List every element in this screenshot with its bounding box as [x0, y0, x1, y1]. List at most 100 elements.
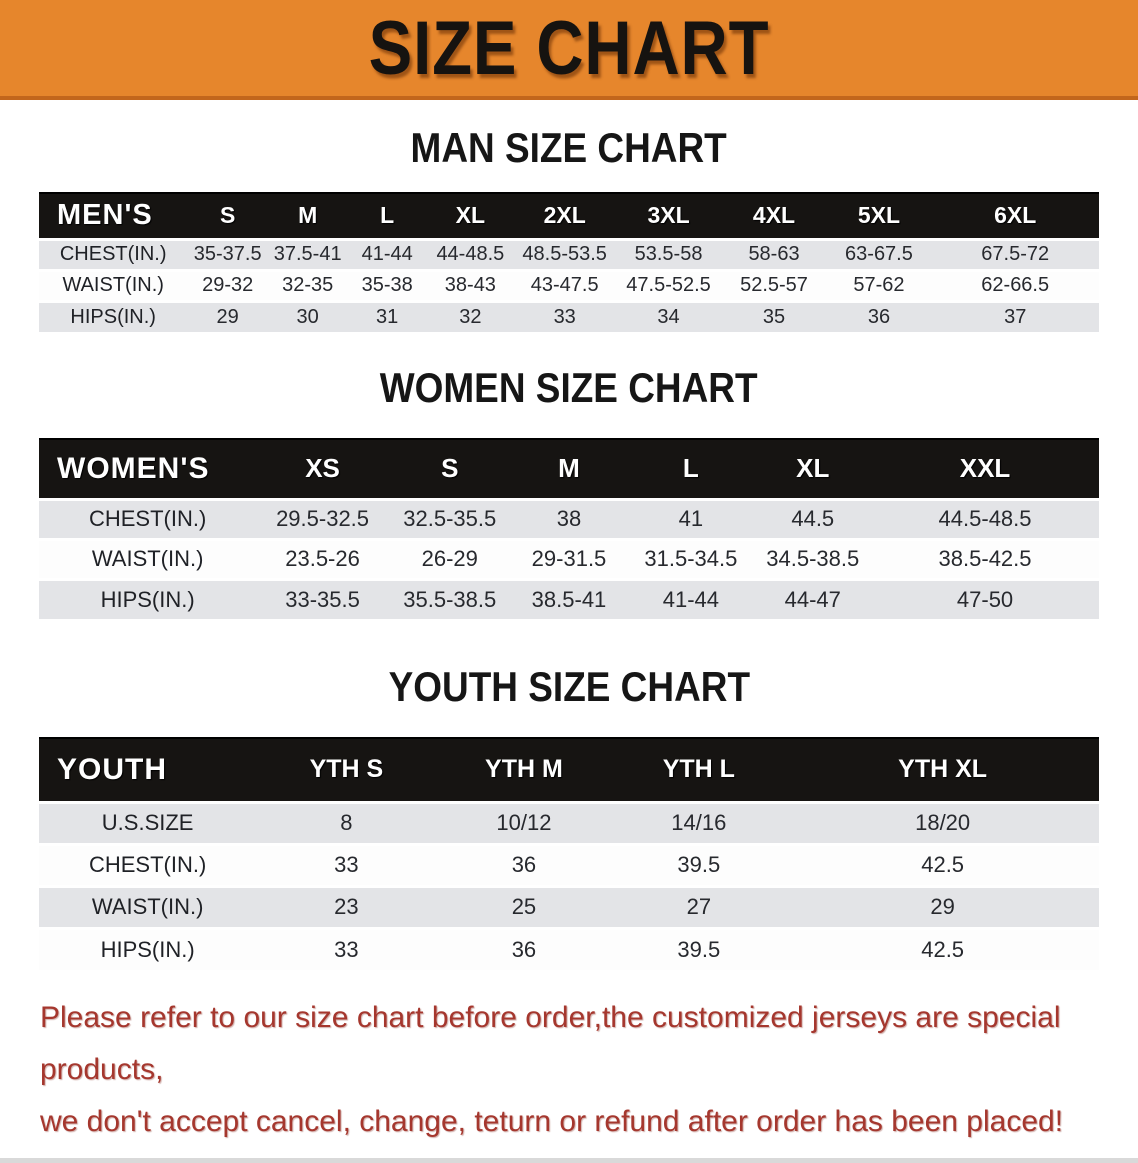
size-value-cell: 29 [930, 894, 955, 919]
size-column-header: XL [754, 438, 872, 501]
size-value-cell: 35.5-38.5 [403, 586, 497, 612]
row-label: WAIST(IN.) [91, 894, 204, 919]
size-value-cell: 35 [762, 305, 786, 328]
size-value-cell: 37 [1004, 305, 1027, 328]
size-value-cell: 53.5-58 [634, 243, 703, 265]
order-policy-note: Please refer to our size chart before or… [0, 992, 1138, 1148]
table-row: CHEST(IN.) 29.5-32.5 32.5-35.5 38 41 44.5 44.5… [39, 499, 1099, 539]
size-value-cell: 25 [511, 894, 537, 919]
size-value-cell: 32 [459, 305, 482, 328]
man-heading-text: MAN SIZE CHART [410, 124, 728, 171]
row-label: HIPS(IN.) [100, 936, 195, 962]
men-size-table: MEN'S S M L XL 2XL 3XL 4XL 5XL 6XL CHEST(IN.) 35-37… [39, 192, 1099, 332]
size-value-cell: 35-38 [361, 274, 413, 296]
size-column-header: M [267, 192, 348, 241]
size-value-cell: 32-35 [282, 274, 334, 296]
table-header-row: WOMEN'S XS S M L XL XXL [39, 438, 1099, 501]
size-value-cell: 47.5-52.5 [626, 274, 711, 296]
man-section-heading: MAN SIZE CHART [0, 124, 1138, 172]
size-column-header: S [388, 438, 511, 501]
women-section-heading: WOMEN SIZE CHART [0, 364, 1138, 412]
size-value-cell: 36 [511, 852, 537, 877]
youth-size-table-wrap: YOUTH YTH S YTH M YTH L YTH XL U.S.SIZE 8 10/12… [39, 737, 1099, 970]
size-value-cell: 44-47 [784, 586, 841, 612]
size-column-header: YTH XL [786, 737, 1099, 804]
size-value-cell: 67.5-72 [981, 243, 1050, 265]
size-value-cell: 31.5-34.5 [644, 546, 738, 571]
row-label: HIPS(IN.) [100, 586, 195, 612]
size-column-header: YTH L [611, 737, 787, 804]
size-column-header: XXL [871, 438, 1099, 501]
size-value-cell: 44-48.5 [436, 243, 505, 265]
size-value-cell: 63-67.5 [845, 243, 913, 265]
size-value-cell: 34 [657, 305, 680, 328]
youth-section-heading: YOUTH SIZE CHART [0, 663, 1138, 711]
table-row: WAIST(IN.) 23.5-26 26-29 29-31.5 31.5-34.5 34… [39, 539, 1099, 579]
table-header-row: YOUTH YTH S YTH M YTH L YTH XL [39, 737, 1099, 804]
size-column-header: YTH S [256, 737, 437, 804]
table-corner-label: YOUTH [39, 737, 257, 804]
size-value-cell: 23 [334, 894, 359, 919]
table-row: WAIST(IN.) 23 25 27 29 [39, 886, 1099, 928]
size-value-cell: 48.5-53.5 [522, 243, 607, 265]
size-value-cell: 42.5 [921, 852, 965, 877]
size-value-cell: 41-44 [361, 243, 413, 265]
size-column-header: 5XL [826, 192, 932, 241]
row-label: CHEST(IN.) [59, 243, 167, 265]
size-value-cell: 8 [340, 810, 353, 835]
size-value-cell: 42.5 [921, 936, 965, 962]
size-value-cell: 62-66.5 [981, 274, 1050, 296]
size-value-cell: 33 [334, 852, 359, 877]
size-value-cell: 38.5-42.5 [938, 546, 1032, 571]
table-row: U.S.SIZE 8 10/12 14/16 18/20 [39, 802, 1099, 844]
women-heading-text: WOMEN SIZE CHART [380, 364, 758, 411]
size-value-cell: 35-37.5 [193, 243, 262, 265]
size-value-cell: 38 [556, 506, 582, 531]
size-value-cell: 36 [867, 305, 891, 328]
women-size-table-wrap: WOMEN'S XS S M L XL XXL CHEST(IN.) 29.5-32.5 32.5… [39, 438, 1099, 619]
size-value-cell: 52.5-57 [740, 274, 808, 296]
size-value-cell: 58-63 [748, 243, 800, 265]
row-label: CHEST(IN.) [88, 852, 207, 877]
bottom-edge-divider [0, 1158, 1138, 1163]
size-value-cell: 34.5-38.5 [766, 546, 860, 571]
row-label: HIPS(IN.) [70, 305, 156, 328]
row-label: CHEST(IN.) [88, 506, 207, 531]
row-label: WAIST(IN.) [62, 274, 164, 296]
size-value-cell: 37.5-41 [273, 243, 342, 265]
size-value-cell: 36 [511, 936, 537, 962]
size-value-cell: 38-43 [444, 274, 496, 296]
size-chart-banner: SIZE CHART [0, 0, 1138, 100]
size-column-header: L [347, 192, 427, 241]
size-value-cell: 38.5-41 [531, 586, 607, 612]
size-value-cell: 33 [553, 305, 576, 328]
order-policy-note-line1: Please refer to our size chart before or… [40, 1001, 1061, 1086]
size-column-header: L [627, 438, 755, 501]
table-row: HIPS(IN.) 33 36 39.5 42.5 [39, 928, 1099, 970]
order-policy-note-line2: we don't accept cancel, change, teturn o… [40, 1105, 1064, 1138]
size-value-cell: 47-50 [956, 586, 1014, 612]
table-corner-label: WOMEN'S [39, 438, 257, 501]
table-header-row: MEN'S S M L XL 2XL 3XL 4XL 5XL 6XL [39, 192, 1099, 241]
size-value-cell: 10/12 [496, 810, 552, 835]
row-label: WAIST(IN.) [91, 546, 204, 571]
size-value-cell: 39.5 [677, 936, 721, 962]
size-column-header: M [510, 438, 628, 501]
size-value-cell: 41 [678, 506, 704, 531]
table-row: HIPS(IN.) 29 30 31 32 33 34 35 36 37 [39, 301, 1099, 332]
size-value-cell: 31 [376, 305, 399, 328]
table-row: WAIST(IN.) 29-32 32-35 35-38 38-43 43-47.5 47.… [39, 270, 1099, 301]
size-column-header: 2XL [513, 192, 616, 241]
size-value-cell: 30 [296, 305, 319, 328]
size-value-cell: 18/20 [915, 810, 971, 835]
size-value-cell: 39.5 [677, 852, 721, 877]
banner-title: SIZE CHART [368, 5, 770, 91]
size-column-header: XL [426, 192, 514, 241]
row-label: U.S.SIZE [101, 810, 194, 835]
women-size-table: WOMEN'S XS S M L XL XXL CHEST(IN.) 29.5-32.5 32.5… [39, 438, 1099, 619]
size-value-cell: 43-47.5 [530, 274, 599, 296]
size-value-cell: 29-31.5 [531, 546, 607, 571]
men-size-table-wrap: MEN'S S M L XL 2XL 3XL 4XL 5XL 6XL CHEST(IN.) 35-37… [39, 192, 1099, 332]
size-value-cell: 29.5-32.5 [276, 506, 370, 531]
size-value-cell: 23.5-26 [285, 546, 360, 571]
